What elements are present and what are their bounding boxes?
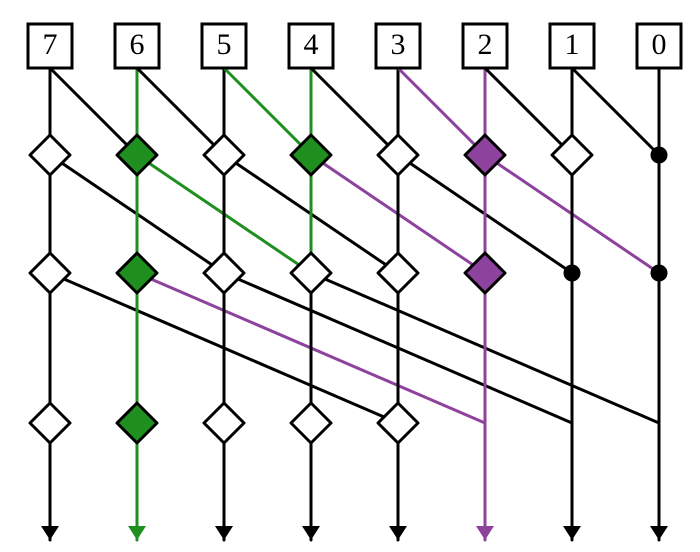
lane-header-label: 7 — [43, 28, 58, 61]
op-node-diamond — [465, 253, 505, 293]
edge — [485, 68, 572, 155]
op-node-diamond — [30, 135, 70, 175]
op-node-diamond — [30, 403, 70, 443]
arrowhead-icon — [476, 526, 494, 540]
arrowhead-icon — [302, 526, 320, 540]
lane-header-label: 4 — [304, 28, 319, 61]
arrowhead-icon — [215, 526, 233, 540]
arrowhead-icon — [650, 526, 668, 540]
op-node-diamond — [291, 403, 331, 443]
op-node-diamond — [291, 253, 331, 293]
op-node-diamond — [204, 253, 244, 293]
arrowhead-icon — [389, 526, 407, 540]
op-node-diamond — [117, 403, 157, 443]
lane-header-label: 1 — [565, 28, 580, 61]
passthrough-node-dot — [564, 265, 580, 281]
arrowhead-icon — [41, 526, 59, 540]
lane-header-label: 3 — [391, 28, 406, 61]
passthrough-node-dot — [651, 265, 667, 281]
arrowhead-icon — [563, 526, 581, 540]
edge — [311, 68, 398, 155]
lane-header-label: 2 — [478, 28, 493, 61]
edge — [572, 68, 659, 155]
passthrough-node-dot — [651, 147, 667, 163]
op-node-diamond — [378, 253, 418, 293]
lane-header-label: 5 — [217, 28, 232, 61]
lane-header-label: 6 — [130, 28, 145, 61]
op-node-diamond — [117, 253, 157, 293]
edge — [224, 68, 311, 155]
op-node-diamond — [204, 403, 244, 443]
edge — [398, 68, 485, 155]
lane-header-label: 0 — [652, 28, 667, 61]
prefix-network-diagram: 0 1 2 3 4 5 6 7 — [0, 0, 700, 552]
edge — [50, 68, 137, 155]
edge — [137, 68, 224, 155]
op-node-diamond — [378, 403, 418, 443]
op-node-diamond — [30, 253, 70, 293]
arrowhead-icon — [128, 526, 146, 540]
